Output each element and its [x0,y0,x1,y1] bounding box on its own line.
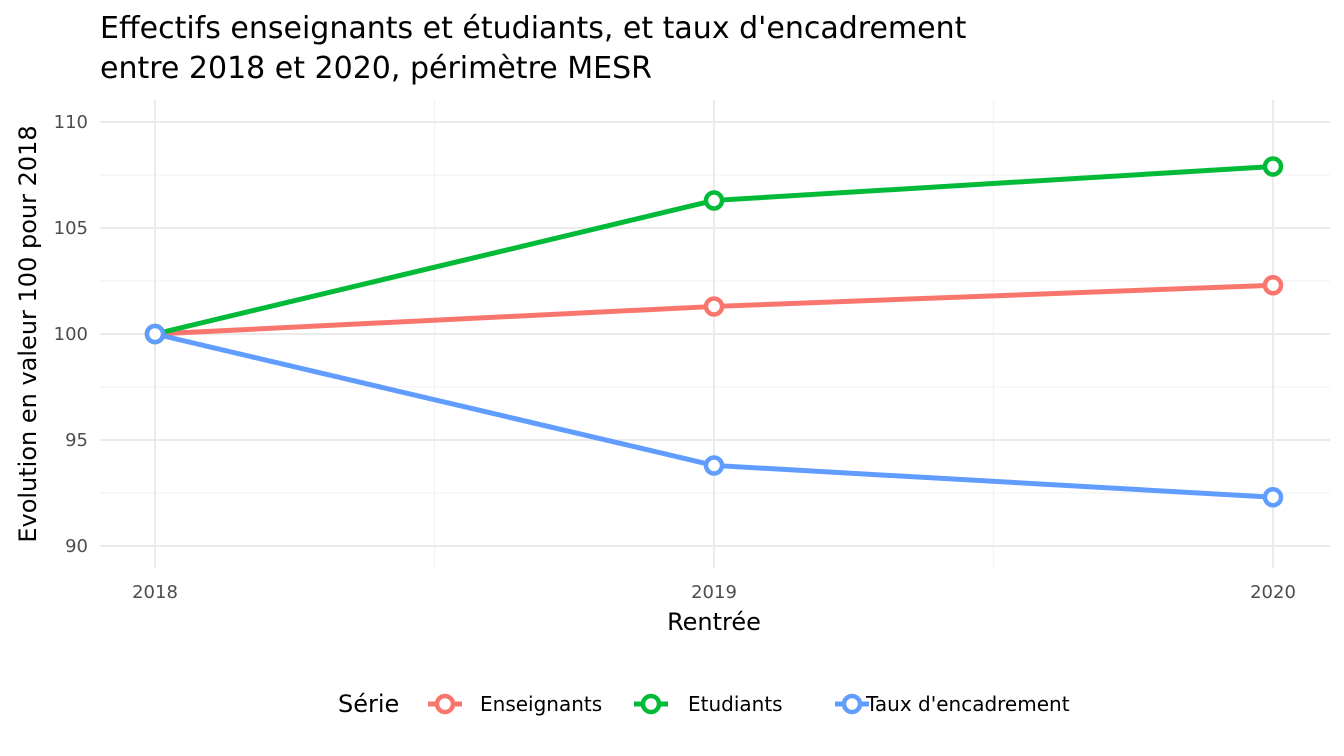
data-point [703,190,725,211]
legend-item: Enseignants [428,692,602,716]
data-point [1262,156,1284,177]
y-tick-label: 105 [54,218,88,239]
chart-title-line-2: entre 2018 et 2020, périmètre MESR [100,51,652,86]
data-point [703,455,725,476]
legend-title: Série [338,690,399,718]
series-lines [144,156,1284,508]
legend-item: Taux d'encadrement [835,692,1070,716]
data-point [703,296,725,317]
x-axis-title: Rentrée [667,608,761,636]
data-point [144,323,166,345]
legend-key-point [434,693,456,715]
y-tick-label: 90 [65,536,88,557]
y-tick-label: 95 [65,430,88,451]
grid [100,100,1330,568]
legend-label: Enseignants [480,692,602,716]
x-axis-ticks: 2018 2019 2020 [132,582,1296,603]
chart-title-line-1: Effectifs enseignants et étudiants, et t… [100,11,967,46]
legend-label: Taux d'encadrement [865,692,1070,716]
legend-label: Etudiants [688,692,783,716]
y-tick-label: 100 [54,324,88,345]
legend-key-point [640,693,662,715]
series-taux-d-encadrement [144,323,1284,508]
legend: Série Enseignants Etudiants Taux d'encadre… [338,690,1070,718]
data-point [1262,486,1284,508]
chart-title: Effectifs enseignants et étudiants, et t… [100,11,967,86]
y-axis-ticks: 90 95 100 105 110 [54,112,88,557]
x-tick-label: 2020 [1250,582,1296,603]
data-point [1262,274,1284,296]
x-tick-label: 2018 [132,582,178,603]
x-tick-label: 2019 [691,582,737,603]
legend-key-point [841,693,863,715]
y-axis-title: Evolution en valeur 100 pour 2018 [14,125,42,542]
legend-item: Etudiants [634,692,783,716]
y-tick-label: 110 [54,112,88,133]
